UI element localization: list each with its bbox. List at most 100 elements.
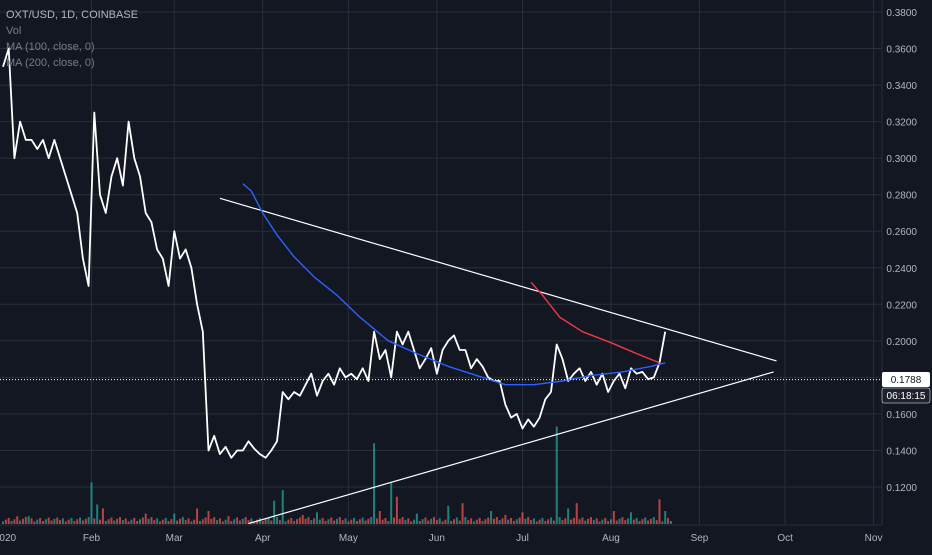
volume-bar [276,517,279,524]
volume-bar [44,519,47,524]
volume-bar [649,518,652,524]
volume-bar [467,520,470,524]
volume-bar [198,520,201,524]
volume-bar [424,517,427,524]
volume-bar [538,519,541,524]
price-tick-label: 0.1200 [886,483,917,494]
volume-bar [358,519,361,524]
volume-bar [661,521,664,524]
price-tick-label: 0.2400 [886,264,917,275]
volume-bar [264,519,267,524]
volume-bar [355,520,358,524]
volume-bar [515,519,518,524]
volume-bar [204,517,207,524]
volume-bar [624,520,627,524]
volume-bar [258,517,261,524]
volume-bar [158,521,161,524]
last-price-label: 0.1788 06:18:15 [881,372,931,404]
time-tick-label: Apr [255,533,271,544]
volume-bar [401,517,404,524]
volume-bar [73,520,76,524]
legend-ma100[interactable]: MA (100, close, 0) [6,41,95,53]
volume-bar [587,518,590,524]
volume-bar [193,519,196,524]
volume-bar [430,518,433,524]
volume-bar [393,517,396,524]
volume-bar [441,521,444,524]
volume-bar [238,520,241,524]
volume-bar [127,521,130,524]
volume-bar [595,518,598,524]
volume-bar [301,514,304,524]
volume-bar [407,518,410,524]
volume-bar [435,520,438,524]
volume-bar [139,519,142,524]
volume-bar [318,519,321,524]
volume-bar [395,496,398,524]
volume-bar [604,517,607,524]
volume-bar [350,519,353,524]
volume-bar [36,519,39,524]
legend-symbol[interactable]: OXT/USD, 1D, COINBASE [6,9,139,21]
volume-bar [267,517,270,524]
volume-bar [618,518,621,524]
trendline[interactable] [219,197,777,362]
volume-bar [224,519,227,524]
ma200-line[interactable] [530,281,660,364]
volume-bar [564,518,567,524]
volume-bar [627,518,630,524]
volume-bar [452,519,455,524]
volume-bar [635,517,638,524]
legend-ma200[interactable]: MA (200, close, 0) [6,57,95,69]
volume-bar [116,518,119,524]
time-tick-label: Nov [865,533,883,544]
volume-bar [644,517,647,524]
time-tick-label: Oct [777,533,793,544]
volume-bar [567,508,570,524]
time-axis[interactable]: 2020 Feb Mar Apr May Jun Jul Aug Sep Oct Nov [0,533,882,544]
volume-bar [99,519,102,524]
volume-bar [532,518,535,524]
volume-bar [384,517,387,524]
volume-bar [413,519,416,524]
volume-bar [87,517,90,524]
volume-bar [124,518,127,524]
volume-bar [387,520,390,524]
volume-bar [101,508,104,524]
volume-bar [490,511,493,524]
volume-bar [370,517,373,524]
volume-bar [544,520,547,524]
volume-bar [535,521,538,524]
volume-bar [284,521,287,524]
time-tick-label: Jun [429,533,445,544]
volume-bar [461,503,464,524]
volume-bar [510,517,513,524]
volume-bar [61,518,64,524]
volume-bar [236,517,239,524]
volume-bar [310,520,313,524]
ma100-line[interactable] [242,183,666,386]
volume-bar [296,519,298,524]
volume-bar [261,520,264,524]
time-tick-label: Sep [691,533,709,544]
volume-bar [521,512,524,524]
price-line[interactable] [2,47,667,459]
volume-bar [33,521,36,524]
volume-bar [241,518,244,524]
volume-bar [210,518,213,524]
legend-volume[interactable]: Vol [6,25,22,37]
volume-bar [418,520,421,524]
volume-bar [16,516,19,524]
trendline[interactable] [248,371,774,525]
time-tick-label: May [339,533,358,544]
volume-bar [615,520,618,524]
volume-bar [164,517,167,524]
volume-bar [207,511,210,524]
volume-bar [50,520,53,524]
volume-bar [298,517,301,524]
volume-bar [133,517,136,524]
volume-bar [629,512,632,524]
volume-bar [21,518,24,524]
